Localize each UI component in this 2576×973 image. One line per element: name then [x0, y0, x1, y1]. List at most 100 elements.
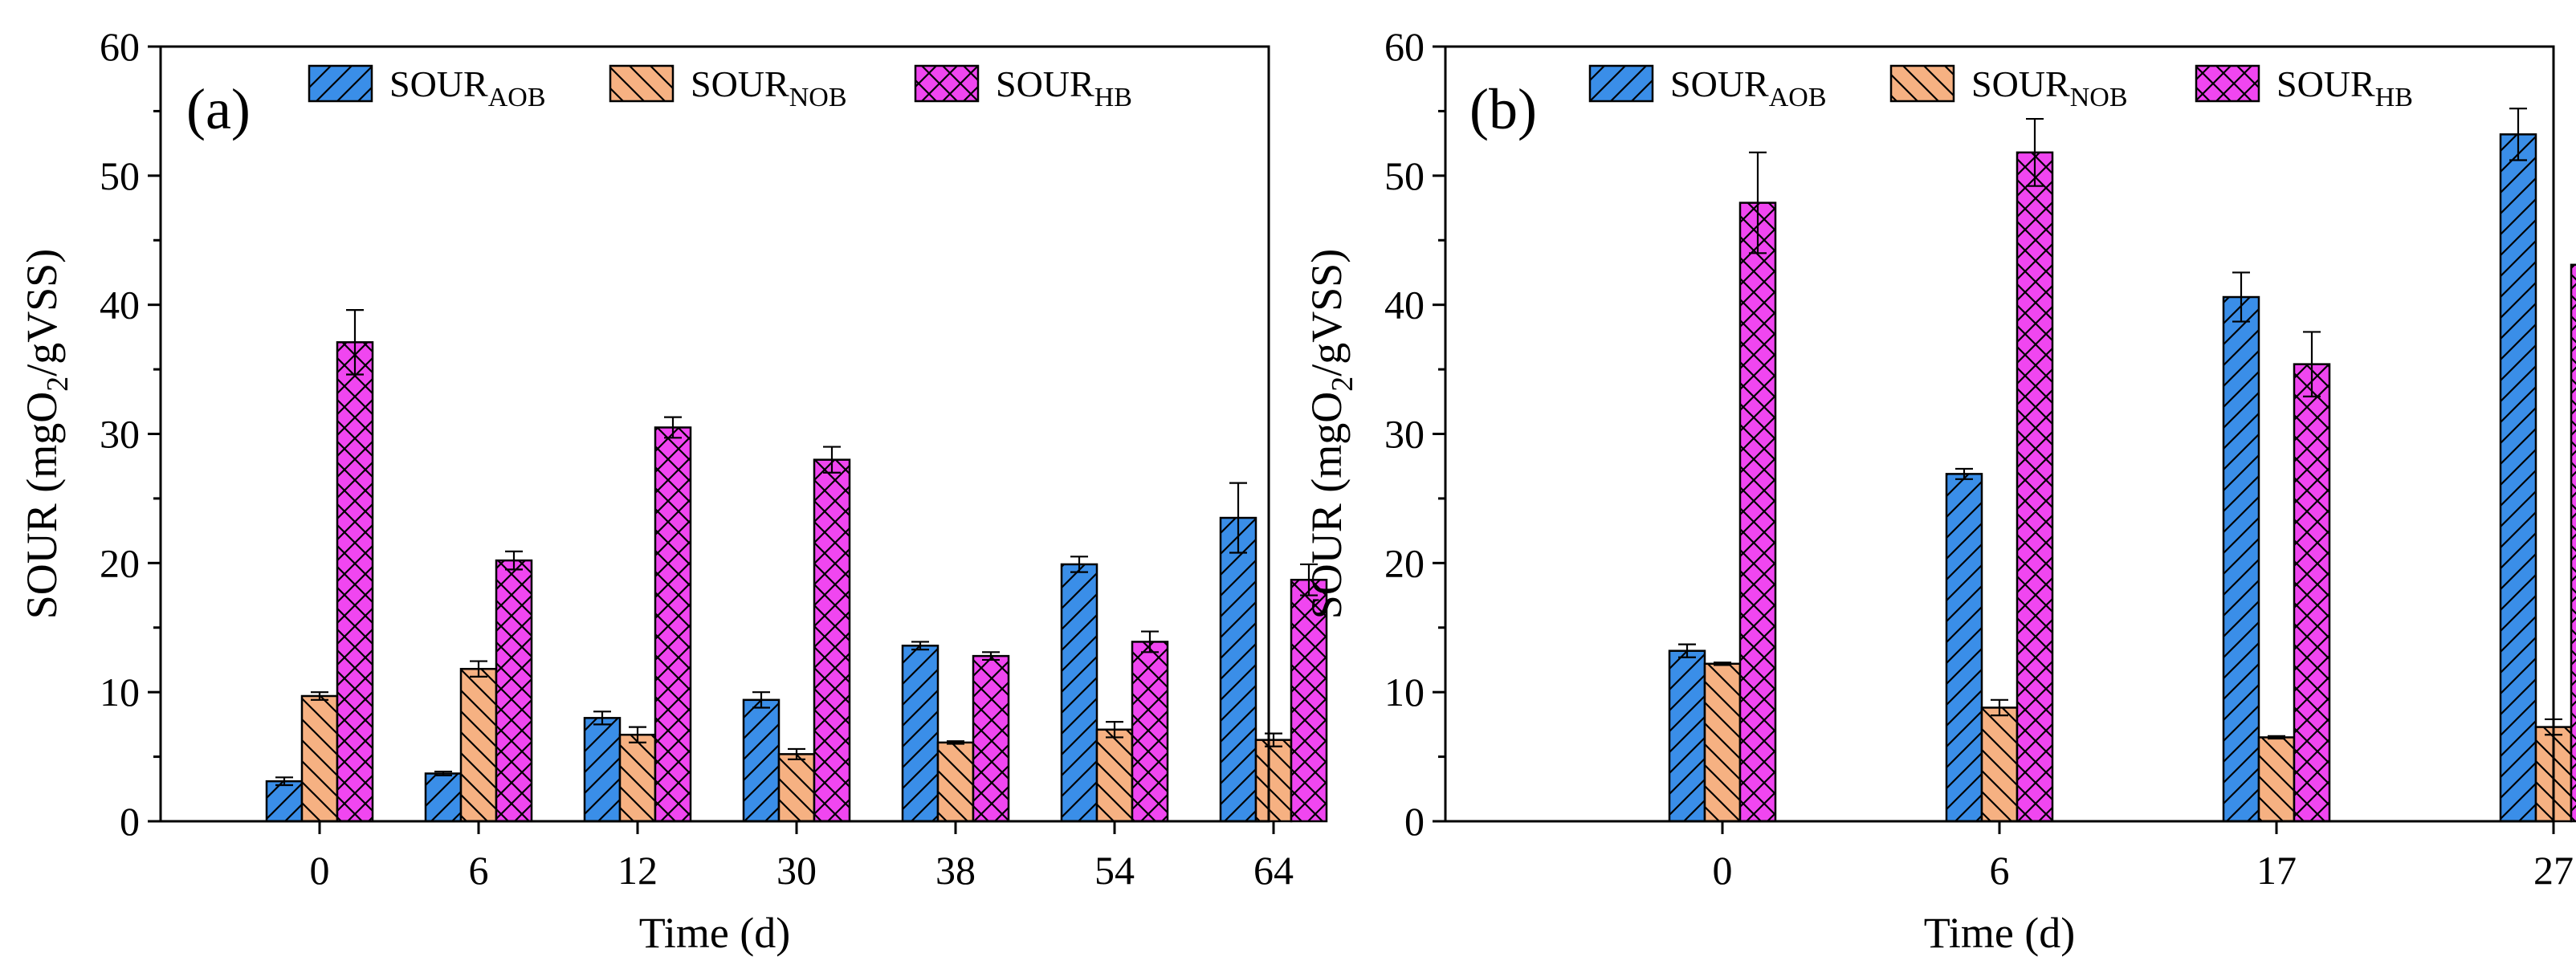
error-bar-aob-30 [752, 691, 770, 709]
bar-hatch-aob-54 [1060, 563, 1098, 823]
bar-hatch-hb-54 [1131, 641, 1169, 823]
error-bar-nob-12 [629, 726, 646, 743]
bar-hatch-aob-30 [742, 698, 781, 823]
error-bar-hb-0 [1749, 151, 1767, 254]
error-bar-aob-0 [1678, 643, 1696, 658]
bar-hatch-nob-17 [2257, 736, 2296, 823]
bar-hatch-hb-12 [654, 426, 692, 823]
y-tick-label: 50 [100, 153, 140, 198]
bar-hatch-nob-64 [1254, 739, 1293, 823]
y-tick-label: 40 [100, 283, 140, 328]
y-tick-label: 30 [100, 412, 140, 457]
error-bar-aob-27 [2509, 108, 2527, 161]
error-bar-hb-38 [982, 651, 1000, 662]
x-tick-label: 0 [1713, 848, 1733, 893]
chart-panel-b: 0 10 20 30 40 50 60 0 6 17 27 Time (d) SOUR (mgO2/gV… [1302, 24, 2576, 957]
x-tick-label: 0 [310, 848, 330, 893]
error-bar-nob-6 [1991, 698, 2008, 717]
error-bar-nob-0 [311, 691, 328, 701]
bar-hatch-aob-12 [583, 717, 622, 823]
y-tick-label: 10 [100, 670, 140, 714]
bar-hatch-nob-0 [300, 694, 339, 823]
x-tick-label: 54 [1094, 848, 1135, 893]
error-bar-hb-6 [505, 550, 523, 571]
y-axis-title: SOUR (mgO2/gVSS) [1302, 249, 1359, 620]
x-tick-label: 6 [469, 848, 489, 893]
bar-hatch-nob-38 [936, 741, 975, 823]
bar-hatch-hb-38 [972, 654, 1010, 823]
y-tick-label: 20 [1384, 540, 1425, 585]
legend-swatch-hatch-hb [914, 64, 980, 103]
legend-swatch-hatch-aob [308, 64, 373, 103]
chart-panel-a: 0 10 20 30 40 50 60 0 6 12 30 38 54 64 Time (d) SOUR (m… [18, 24, 1328, 957]
y-tick-label: 60 [1384, 24, 1425, 69]
bar-hatch-aob-38 [901, 645, 940, 823]
panel-label: (b) [1469, 77, 1537, 141]
bar-hatch-hb-27 [2570, 263, 2576, 823]
error-bar-aob-6 [1955, 467, 1973, 480]
y-tick-label: 40 [1384, 283, 1425, 328]
bar-hatch-aob-6 [424, 772, 463, 823]
x-tick-label: 12 [618, 848, 658, 893]
legend-label-aob: SOURAOB [1670, 63, 1827, 112]
panel-label: (a) [186, 77, 251, 141]
bar-hatch-nob-6 [1980, 706, 2019, 823]
error-bar-aob-12 [593, 710, 611, 726]
error-bar-nob-0 [1714, 662, 1731, 666]
y-tick-label: 20 [100, 540, 140, 585]
y-axis-title: SOUR (mgO2/gVSS) [18, 249, 75, 620]
error-bar-hb-17 [2303, 331, 2321, 397]
error-bar-hb-64 [1300, 563, 1318, 596]
error-bar-hb-6 [2026, 117, 2044, 187]
bar-hatch-hb-0 [336, 341, 374, 823]
legend-swatch-hatch-nob [609, 64, 675, 103]
bar-hatch-aob-64 [1219, 516, 1257, 823]
error-bar-nob-54 [1106, 721, 1123, 739]
y-tick-label: 0 [1404, 799, 1425, 844]
error-bar-aob-38 [911, 641, 929, 651]
error-bar-nob-17 [2268, 735, 2285, 740]
bar-hatch-aob-6 [1945, 473, 1983, 823]
x-tick-label: 64 [1253, 848, 1294, 893]
bar-hatch-hb-17 [2293, 363, 2331, 823]
error-bar-aob-64 [1229, 482, 1247, 554]
legend-label-hb: SOURHB [2276, 63, 2413, 112]
error-bar-nob-30 [788, 747, 805, 760]
error-bar-hb-12 [664, 416, 682, 439]
x-tick-label: 17 [2256, 848, 2297, 893]
x-axis-title: Time (d) [639, 909, 791, 957]
error-bar-aob-54 [1070, 556, 1088, 573]
bar-hatch-aob-17 [2222, 295, 2260, 823]
legend-label-aob: SOURAOB [389, 63, 546, 112]
legend-swatch-hatch-aob [1588, 64, 1654, 103]
bar-hatch-hb-6 [2016, 151, 2054, 823]
error-bar-nob-6 [470, 660, 487, 678]
x-axis-title: Time (d) [1924, 909, 2076, 957]
legend-label-hb: SOURHB [996, 63, 1132, 112]
error-bar-aob-6 [434, 770, 452, 777]
bar-hatch-hb-0 [1738, 202, 1777, 823]
error-bar-hb-0 [346, 309, 364, 376]
bar-hatch-aob-0 [1668, 649, 1706, 823]
error-bar-aob-0 [275, 776, 293, 787]
bar-hatch-nob-54 [1095, 728, 1134, 823]
error-bar-hb-54 [1141, 630, 1159, 653]
x-tick-label: 6 [1990, 848, 2010, 893]
error-bar-hb-30 [823, 446, 841, 474]
y-tick-label: 0 [120, 799, 140, 844]
bar-hatch-nob-12 [618, 733, 657, 823]
y-tick-label: 30 [1384, 412, 1425, 457]
x-tick-label: 27 [2533, 848, 2574, 893]
error-bar-aob-17 [2232, 271, 2250, 323]
y-tick-label: 60 [100, 24, 140, 69]
bar-hatch-nob-6 [459, 667, 498, 823]
legend-label-nob: SOURNOB [1971, 63, 2128, 112]
x-tick-label: 38 [935, 848, 976, 893]
bar-hatch-nob-0 [1703, 662, 1742, 823]
bar-hatch-aob-0 [265, 780, 304, 823]
legend-label-nob: SOURNOB [691, 63, 847, 112]
legend-swatch-hatch-hb [2195, 64, 2260, 103]
bar-hatch-hb-30 [813, 458, 851, 823]
bar-hatch-nob-30 [777, 753, 816, 823]
